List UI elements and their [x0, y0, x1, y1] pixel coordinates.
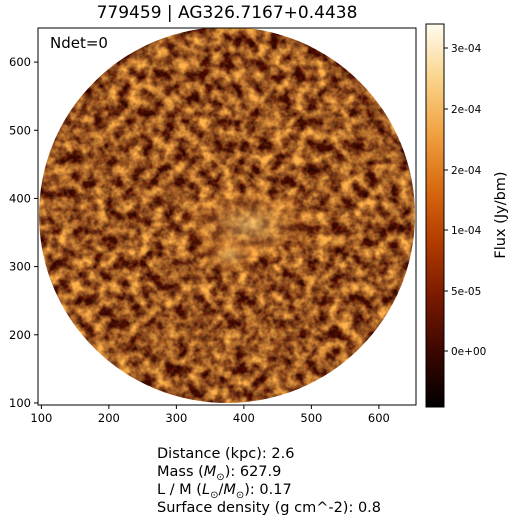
mass-label: Mass ( — [157, 464, 204, 480]
x-tick-label: 200 — [98, 411, 120, 425]
colorbar-label: Flux (Jy/bm) — [493, 171, 509, 258]
surface-density-value: 0.8 — [357, 500, 382, 516]
lm-unit-m: M — [223, 482, 236, 498]
y-axis: 100 200 300 400 500 600 — [9, 55, 38, 410]
mass-value: 627.9 — [239, 464, 282, 480]
x-tick-label: 100 — [30, 411, 52, 425]
colorbar-tick-label: 2e-04 — [451, 104, 482, 116]
x-tick-label: 300 — [165, 411, 187, 425]
lm-unit-m-sub: ⊙ — [235, 489, 245, 501]
y-tick-label: 500 — [9, 123, 31, 137]
lm-value: 0.17 — [259, 482, 292, 498]
colorbar-ticks: 0e+00 5e-05 1e-04 2e-04 2e-04 3e-04 — [444, 43, 486, 358]
mass-line: Mass (M⊙): 627.9 — [157, 463, 281, 487]
y-tick-label: 100 — [9, 396, 31, 410]
mass-label-post: ): — [224, 464, 240, 480]
colorbar-tick-label: 2e-04 — [451, 165, 482, 177]
figure-title: 779459 | AG326.7167+0.4438 — [96, 3, 358, 23]
lm-unit-l: L — [201, 482, 211, 498]
y-tick-label: 600 — [9, 55, 31, 69]
colorbar — [425, 23, 445, 408]
colorbar-tick-label: 5e-05 — [451, 286, 481, 298]
y-tick-label: 300 — [9, 260, 31, 274]
lm-label-post: ): — [244, 482, 260, 498]
x-axis: 100 200 300 400 500 600 — [30, 405, 390, 425]
flux-map-image — [39, 28, 415, 403]
lm-line: L / M (L⊙/M⊙): 0.17 — [157, 481, 292, 505]
colorbar-tick-label: 1e-04 — [451, 225, 482, 237]
mass-unit: M — [203, 464, 217, 480]
surface-density-label: Surface density (g cm^-2): — [157, 500, 358, 516]
y-tick-label: 400 — [9, 191, 31, 205]
lm-unit-slash: / — [218, 482, 224, 498]
y-tick-label: 200 — [9, 328, 31, 342]
surface-density-line: Surface density (g cm^-2): 0.8 — [157, 499, 381, 517]
ndet-label: Ndet=0 — [50, 34, 108, 52]
plot-frame — [37, 27, 417, 406]
x-tick-label: 600 — [368, 411, 390, 425]
mass-unit-sub: ⊙ — [216, 471, 225, 483]
lm-label: L / M ( — [157, 482, 202, 498]
distance-label: Distance (kpc): — [157, 446, 272, 462]
distance-value: 2.6 — [271, 446, 295, 462]
x-tick-label: 500 — [300, 411, 322, 425]
colorbar-tick-label: 0e+00 — [451, 346, 486, 358]
lm-unit-l-sub: ⊙ — [210, 489, 219, 501]
distance-line: Distance (kpc): 2.6 — [157, 445, 294, 463]
colorbar-tick-label: 3e-04 — [451, 43, 482, 55]
x-tick-label: 400 — [233, 411, 255, 425]
